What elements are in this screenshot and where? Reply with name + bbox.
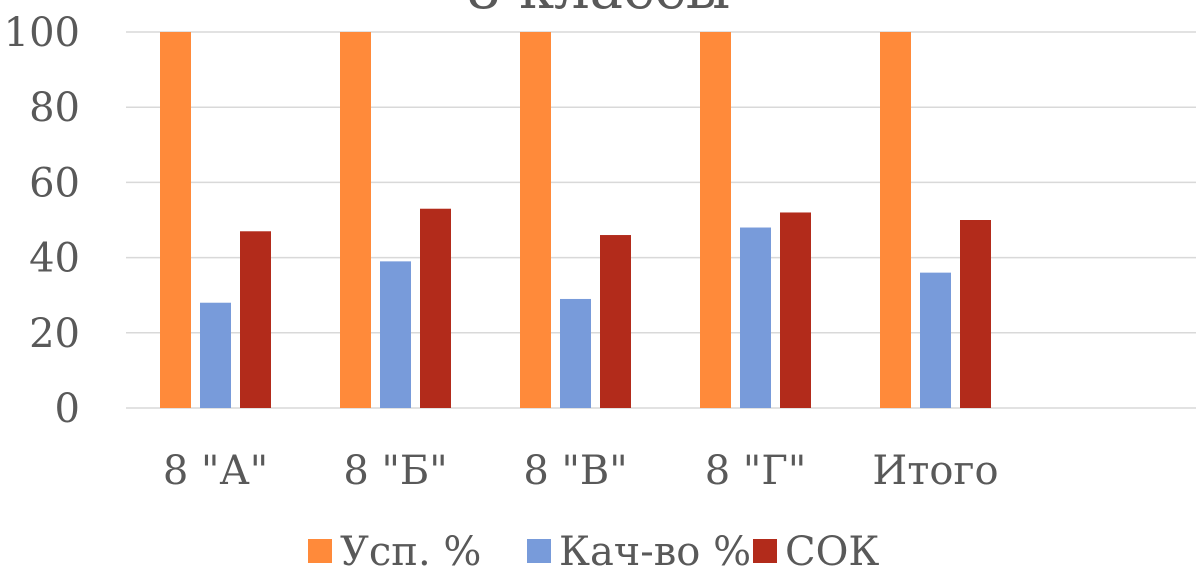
y-tick-label: 60 bbox=[29, 160, 80, 206]
bar-2-2 bbox=[380, 261, 411, 408]
y-tick-label: 0 bbox=[55, 386, 80, 432]
bar-1-4 bbox=[700, 32, 731, 408]
x-tick-label: 8 "А" bbox=[163, 448, 268, 494]
x-tick-label: 8 "Б" bbox=[343, 448, 447, 494]
legend-label: Усп. % bbox=[340, 529, 481, 572]
legend: Усп. % Кач-во % СОК bbox=[308, 529, 879, 575]
y-tick-label: 80 bbox=[29, 85, 80, 131]
bar-2-3 bbox=[560, 298, 591, 408]
y-tick-label: 20 bbox=[29, 311, 80, 357]
y-tick-label: 100 bbox=[4, 10, 80, 56]
bar-3-5 bbox=[960, 220, 991, 408]
bar-1-5 bbox=[880, 32, 911, 408]
bar-3-2 bbox=[420, 208, 451, 408]
y-axis-tick-labels: 0 20 40 60 80 100 bbox=[4, 10, 80, 432]
gridlines bbox=[126, 31, 1196, 409]
bar-3-3 bbox=[600, 235, 631, 408]
chart-title-layer: 8 классы bbox=[466, 0, 731, 22]
legend-label: Кач-во % bbox=[559, 529, 751, 572]
bar-1-1 bbox=[160, 32, 191, 408]
bar-2-4 bbox=[740, 227, 771, 408]
x-tick-label: 8 "В" bbox=[523, 448, 627, 494]
bar-2-5 bbox=[920, 272, 951, 408]
legend-swatch bbox=[308, 539, 332, 563]
legend-label: СОК bbox=[785, 529, 879, 572]
legend-swatch bbox=[527, 539, 551, 563]
x-tick-label: Итого bbox=[872, 448, 998, 494]
bar-3-4 bbox=[780, 212, 811, 408]
x-axis-tick-labels: 8 "А" 8 "Б" 8 "В" 8 "Г" Итого bbox=[163, 448, 999, 494]
x-tick-label: 8 "Г" bbox=[705, 448, 806, 494]
chart-title: 8 классы bbox=[466, 0, 731, 22]
bar-1-3 bbox=[520, 32, 551, 408]
y-tick-label: 40 bbox=[29, 236, 80, 282]
bars bbox=[160, 32, 991, 408]
bar-2-1 bbox=[200, 302, 231, 408]
bar-1-2 bbox=[340, 32, 371, 408]
bar-3-1 bbox=[240, 231, 271, 408]
legend-swatch bbox=[753, 539, 777, 563]
